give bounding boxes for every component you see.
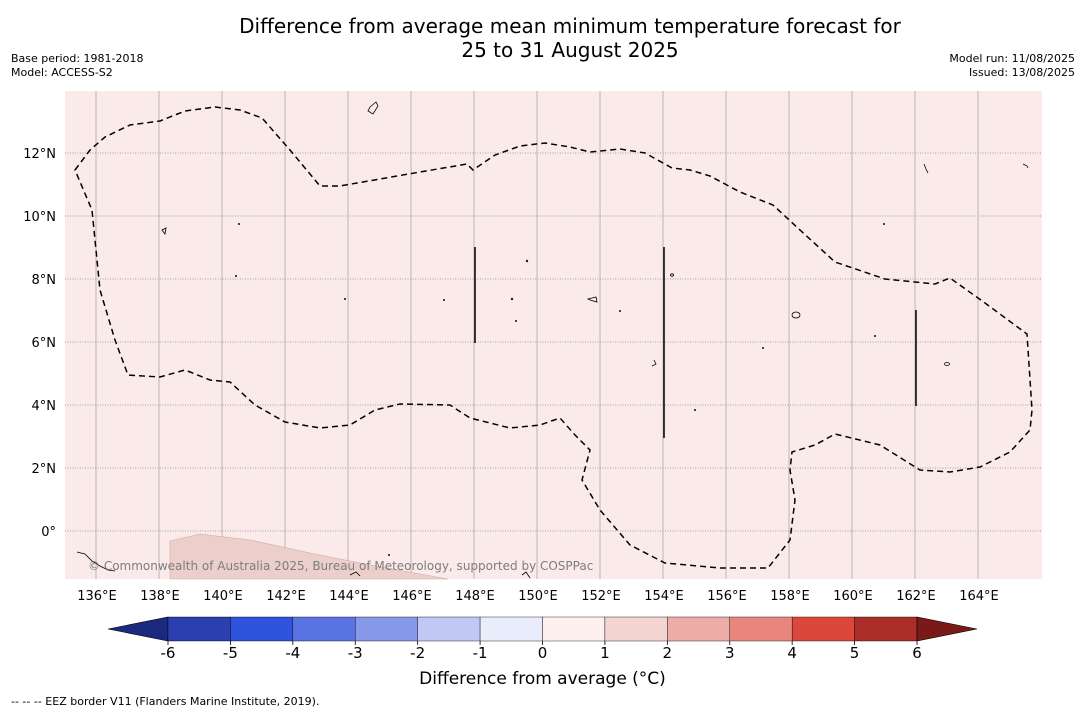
longitude-label: 138°E	[140, 589, 180, 604]
colorbar-tick-label: -2	[410, 644, 425, 662]
colorbar-tick-label: -1	[473, 644, 488, 662]
latitude-label: 0°	[41, 525, 56, 540]
colorbar-tick-label: 4	[787, 644, 797, 662]
latitude-labels: 12°N 10°N 8°N 6°N 4°N 2°N 0°	[23, 147, 56, 540]
colorbar-bin	[479, 616, 543, 642]
latitude-label: 2°N	[32, 462, 57, 477]
longitude-label: 150°E	[518, 589, 558, 604]
latitude-label: 6°N	[32, 336, 57, 351]
latitude-label: 10°N	[23, 210, 56, 225]
run-info: Model run: 11/08/2025 Issued: 13/08/2025	[949, 52, 1075, 80]
colorbar-tick-label: 6	[912, 644, 922, 662]
colorbar-tick-label: -5	[223, 644, 238, 662]
colorbar-bin	[167, 616, 231, 642]
longitude-label: 152°E	[581, 589, 621, 604]
island-guam	[367, 101, 379, 115]
colorbar-bin	[667, 616, 730, 642]
model-info: Base period: 1981-2018 Model: ACCESS-S2	[11, 52, 143, 80]
colorbar-bin	[854, 616, 918, 642]
colorbar	[107, 616, 978, 642]
latitude-label: 12°N	[23, 147, 56, 162]
colorbar-tick-label: -3	[348, 644, 363, 662]
colorbar-bin	[355, 616, 418, 642]
longitude-label: 142°E	[266, 589, 306, 604]
longitude-label: 154°E	[644, 589, 684, 604]
issued-date: Issued: 13/08/2025	[968, 66, 1075, 79]
land-anomaly-area	[169, 533, 449, 580]
colorbar-tick-label: 2	[663, 644, 673, 662]
longitude-label: 146°E	[392, 589, 432, 604]
base-period: Base period: 1981-2018	[11, 52, 144, 65]
map-panel	[65, 91, 1042, 579]
colorbar-extend-low	[107, 616, 169, 642]
colorbar-bin	[729, 616, 793, 642]
longitude-label: 158°E	[770, 589, 810, 604]
colorbar-bin	[604, 616, 668, 642]
copyright-note: © Commonwealth of Australia 2025, Bureau…	[88, 559, 593, 573]
longitude-label: 164°E	[959, 589, 999, 604]
graticule	[65, 91, 1042, 579]
colorbar-tick-label: -6	[161, 644, 176, 662]
model-name: Model: ACCESS-S2	[11, 66, 113, 79]
latitude-label: 8°N	[32, 273, 57, 288]
longitude-label: 136°E	[77, 589, 117, 604]
longitude-label: 140°E	[203, 589, 243, 604]
colorbar-extend-high	[916, 616, 978, 642]
colorbar-bin	[230, 616, 294, 642]
colorbar-tick-label: 5	[850, 644, 860, 662]
islands	[76, 101, 1029, 579]
map-title: Difference from average mean minimum tem…	[200, 14, 940, 62]
title-line-1: Difference from average mean minimum tem…	[239, 14, 901, 38]
colorbar-tick-label: -4	[285, 644, 300, 662]
longitude-label: 160°E	[833, 589, 873, 604]
colorbar-ticks: -6 -5 -4 -3 -2 -1 0 1 2 3 4 5 6	[161, 641, 922, 662]
eez-legend-note: -- -- -- EEZ border V11 (Flanders Marine…	[11, 695, 320, 708]
colorbar-bin	[542, 616, 606, 642]
latitude-label: 4°N	[32, 399, 57, 414]
longitude-labels: 136°E 138°E 140°E 142°E 144°E 146°E 148°E 150°E…	[77, 589, 999, 604]
colorbar-bin	[791, 616, 855, 642]
colorbar-tick-label: 3	[725, 644, 735, 662]
longitude-label: 162°E	[896, 589, 936, 604]
longitude-label: 156°E	[707, 589, 747, 604]
colorbar-bin	[292, 616, 356, 642]
colorbar-tick-label: 1	[600, 644, 610, 662]
longitude-label: 148°E	[455, 589, 495, 604]
model-run: Model run: 11/08/2025	[949, 52, 1075, 65]
longitude-label: 144°E	[329, 589, 369, 604]
eez-border-federated-states	[74, 106, 1033, 569]
title-line-2: 25 to 31 August 2025	[461, 38, 679, 62]
colorbar-title: Difference from average (°C)	[419, 669, 666, 689]
colorbar-tick-label: 0	[538, 644, 548, 662]
colorbar-bin	[417, 616, 481, 642]
